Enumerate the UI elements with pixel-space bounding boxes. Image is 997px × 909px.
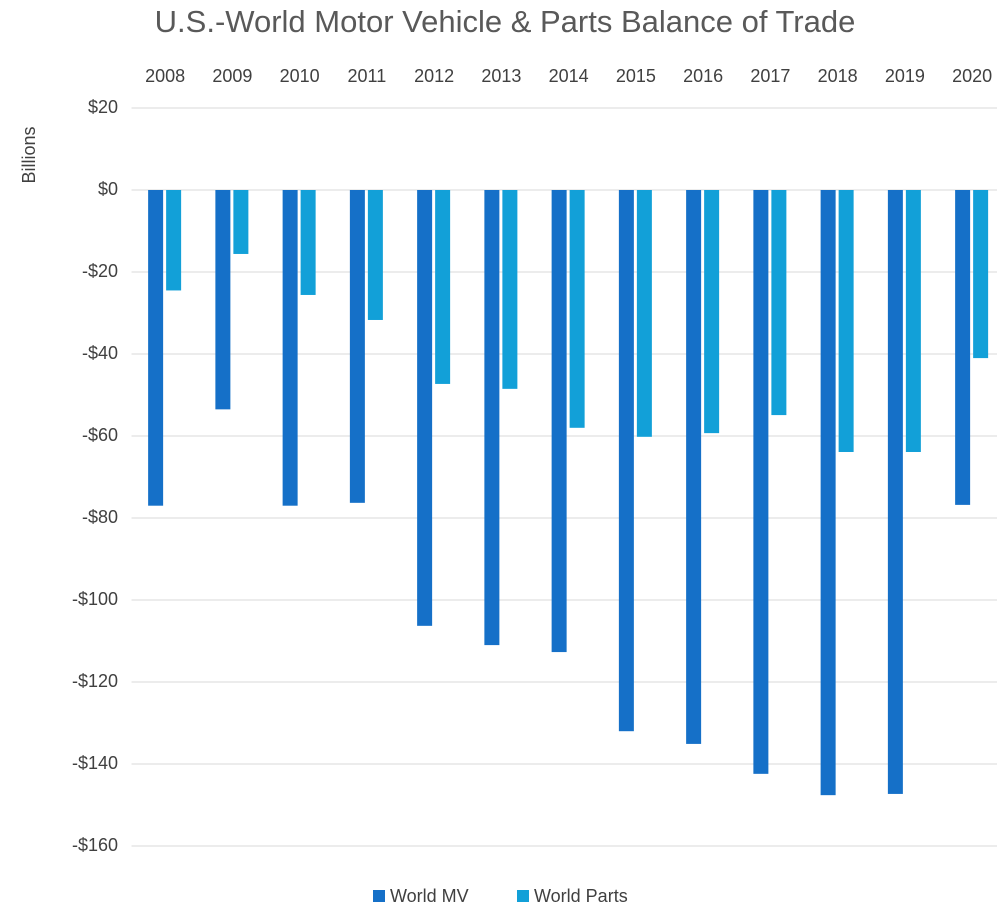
chart-title: U.S.-World Motor Vehicle & Parts Balance… [155, 4, 856, 39]
x-tick-label: 2011 [348, 66, 387, 86]
y-tick-label: -$140 [72, 753, 118, 773]
y-tick-label: -$80 [82, 507, 118, 527]
x-tick-label: 2017 [750, 66, 790, 86]
bar [771, 190, 787, 416]
bar [973, 190, 989, 359]
bar [484, 190, 500, 646]
bar [905, 190, 921, 452]
bar [435, 190, 451, 384]
x-tick-label: 2008 [145, 66, 185, 86]
bar [955, 190, 971, 505]
bar [300, 190, 316, 295]
bar [636, 190, 652, 437]
y-tick-label: $0 [98, 179, 118, 199]
bar [753, 190, 769, 774]
bar [166, 190, 182, 291]
y-tick-label: -$120 [72, 671, 118, 691]
x-tick-label: 2009 [212, 66, 252, 86]
y-tick-label: -$160 [72, 835, 118, 855]
legend-swatch [373, 890, 385, 902]
y-tick-label: -$100 [72, 589, 118, 609]
bar [820, 190, 836, 796]
bar [233, 190, 249, 254]
x-tick-label: 2020 [952, 66, 992, 86]
bar [704, 190, 720, 434]
bar [148, 190, 164, 506]
bar [618, 190, 634, 732]
y-tick-label: -$60 [82, 425, 118, 445]
legend-label: World MV [390, 886, 469, 906]
bar [282, 190, 298, 506]
bar [569, 190, 585, 428]
y-tick-label: $20 [88, 97, 118, 117]
x-tick-label: 2016 [683, 66, 723, 86]
x-tick-label: 2015 [616, 66, 656, 86]
bar [551, 190, 567, 653]
y-tick-label: -$20 [82, 261, 118, 281]
x-tick-label: 2019 [885, 66, 925, 86]
bar [887, 190, 903, 794]
legend-label: World Parts [534, 886, 628, 906]
bar [215, 190, 231, 410]
bar [502, 190, 518, 389]
x-tick-label: 2013 [481, 66, 521, 86]
bar [838, 190, 854, 452]
x-tick-label: 2012 [414, 66, 454, 86]
x-tick-label: 2010 [280, 66, 320, 86]
bar [686, 190, 702, 744]
y-tick-label: -$40 [82, 343, 118, 363]
bar [367, 190, 383, 320]
y-axis-label: Billions [19, 126, 39, 183]
bar [417, 190, 433, 626]
bar [349, 190, 365, 503]
legend-swatch [517, 890, 529, 902]
x-tick-label: 2014 [549, 66, 589, 86]
x-tick-label: 2018 [818, 66, 858, 86]
